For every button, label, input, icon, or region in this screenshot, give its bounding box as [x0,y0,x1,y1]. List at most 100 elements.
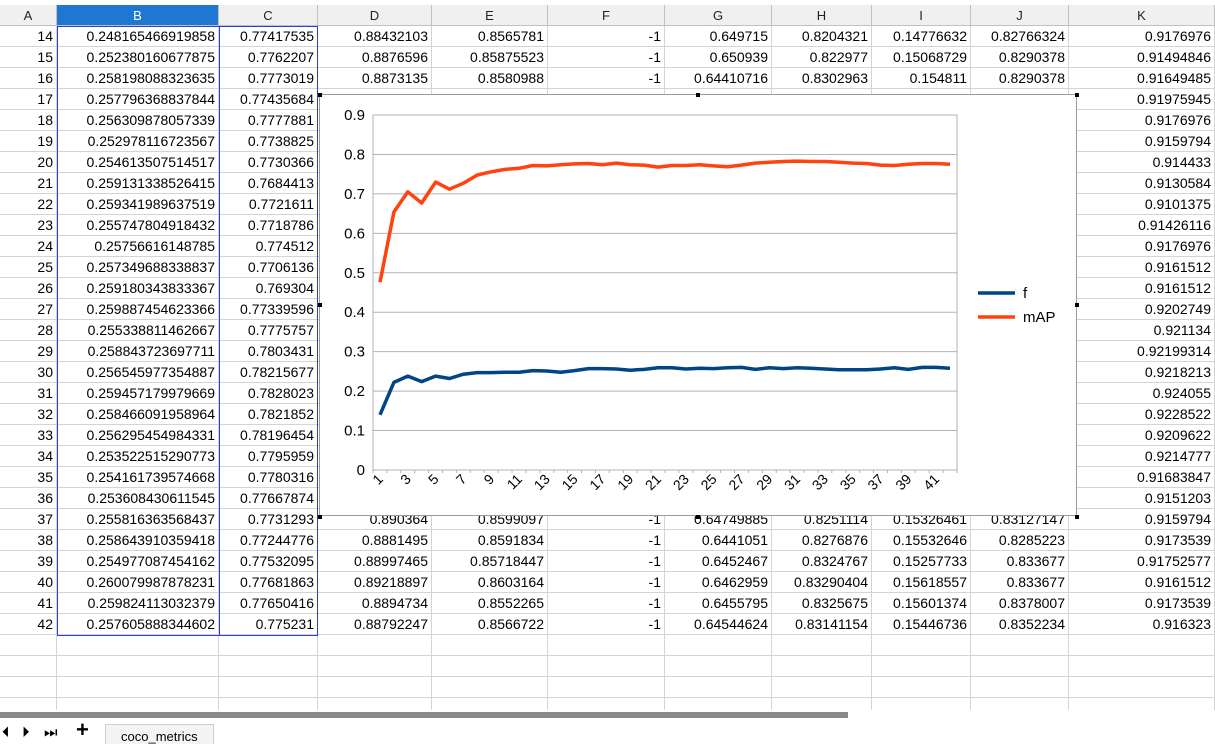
chart-resize-handle[interactable] [318,93,322,97]
cell-b24[interactable]: 0.25756616148785 [57,236,219,257]
cell-d42[interactable]: 0.88792247 [318,614,432,635]
empty-cell[interactable] [432,656,548,677]
cell-b36[interactable]: 0.253608430611545 [57,488,219,509]
cell-b27[interactable]: 0.259887454623366 [57,299,219,320]
cell-d39[interactable]: 0.88997465 [318,551,432,572]
row-number[interactable]: 41 [0,593,57,614]
row-number[interactable]: 39 [0,551,57,572]
empty-cell[interactable] [1069,698,1215,710]
cell-i16[interactable]: 0.154811 [872,68,971,89]
row-number[interactable]: 17 [0,89,57,110]
column-header-d[interactable]: D [318,5,432,26]
row-number[interactable]: 34 [0,446,57,467]
row-number[interactable]: 18 [0,110,57,131]
cell-k41[interactable]: 0.9173539 [1069,593,1215,614]
cell-b23[interactable]: 0.255747804918432 [57,215,219,236]
spreadsheet-grid[interactable]: A B C D E F G H I J K 14 0.248165466919858 0.77417535… [0,0,1215,710]
empty-cell[interactable] [772,677,872,698]
empty-cell[interactable] [971,677,1069,698]
empty-cell[interactable] [318,635,432,656]
cell-k18[interactable]: 0.9176976 [1069,110,1215,131]
cell-f42[interactable]: -1 [548,614,665,635]
cell-k23[interactable]: 0.91426116 [1069,215,1215,236]
cell-f15[interactable]: -1 [548,47,665,68]
cell-c14[interactable]: 0.77417535 [219,26,318,47]
empty-cell[interactable] [219,698,318,710]
cell-c34[interactable]: 0.7795959 [219,446,318,467]
empty-cell[interactable] [57,656,219,677]
last-sheet-icon[interactable]: ⏭ [44,724,58,741]
row-number[interactable]: 40 [0,572,57,593]
cell-d41[interactable]: 0.8894734 [318,593,432,614]
cell-k27[interactable]: 0.9202749 [1069,299,1215,320]
column-header-h[interactable]: H [772,5,872,26]
cell-k31[interactable]: 0.924055 [1069,383,1215,404]
row-number[interactable]: 24 [0,236,57,257]
cell-c15[interactable]: 0.7762207 [219,47,318,68]
cell-g16[interactable]: 0.64410716 [665,68,772,89]
cell-k26[interactable]: 0.9161512 [1069,278,1215,299]
row-number[interactable]: 15 [0,47,57,68]
cell-b39[interactable]: 0.254977087454162 [57,551,219,572]
empty-cell[interactable] [548,656,665,677]
cell-e42[interactable]: 0.8566722 [432,614,548,635]
cell-c30[interactable]: 0.78215677 [219,362,318,383]
cell-i39[interactable]: 0.15257733 [872,551,971,572]
cell-c38[interactable]: 0.77244776 [219,530,318,551]
cell-b15[interactable]: 0.252380160677875 [57,47,219,68]
cell-k22[interactable]: 0.9101375 [1069,194,1215,215]
empty-cell[interactable] [772,698,872,710]
empty-cell[interactable] [665,656,772,677]
cell-b29[interactable]: 0.258843723697711 [57,341,219,362]
cell-c40[interactable]: 0.77681863 [219,572,318,593]
cell-b31[interactable]: 0.259457179979669 [57,383,219,404]
empty-cell[interactable] [971,656,1069,677]
column-header-b[interactable]: B [57,5,219,26]
row-number[interactable]: 32 [0,404,57,425]
column-header-f[interactable]: F [548,5,665,26]
cell-j41[interactable]: 0.8378007 [971,593,1069,614]
cell-c32[interactable]: 0.7821852 [219,404,318,425]
cell-c18[interactable]: 0.7777881 [219,110,318,131]
cell-k14[interactable]: 0.9176976 [1069,26,1215,47]
add-sheet-icon[interactable]: + [76,717,89,742]
cell-b25[interactable]: 0.257349688338837 [57,257,219,278]
chart-resize-handle[interactable] [696,515,700,519]
cell-d15[interactable]: 0.8876596 [318,47,432,68]
cell-b16[interactable]: 0.258198088323635 [57,68,219,89]
cell-k21[interactable]: 0.9130584 [1069,173,1215,194]
cell-i14[interactable]: 0.14776632 [872,26,971,47]
column-header-g[interactable]: G [665,5,772,26]
empty-cell[interactable] [665,677,772,698]
cell-k35[interactable]: 0.91683847 [1069,467,1215,488]
cell-j40[interactable]: 0.833677 [971,572,1069,593]
empty-cell[interactable] [57,698,219,710]
row-number[interactable]: 27 [0,299,57,320]
column-header-k[interactable]: K [1069,5,1215,26]
cell-b33[interactable]: 0.256295454984331 [57,425,219,446]
cell-i40[interactable]: 0.15618557 [872,572,971,593]
cell-c31[interactable]: 0.7828023 [219,383,318,404]
cell-b32[interactable]: 0.258466091958964 [57,404,219,425]
horizontal-scrollbar[interactable] [0,712,848,718]
cell-b35[interactable]: 0.254161739574668 [57,467,219,488]
cell-d38[interactable]: 0.8881495 [318,530,432,551]
row-number[interactable]: 36 [0,488,57,509]
column-header-i[interactable]: I [872,5,971,26]
empty-cell[interactable] [57,635,219,656]
cell-c27[interactable]: 0.77339596 [219,299,318,320]
first-sheet-icon[interactable]: ⏴ [2,724,10,741]
cell-b19[interactable]: 0.252978116723567 [57,131,219,152]
cell-h16[interactable]: 0.8302963 [772,68,872,89]
empty-cell[interactable] [432,698,548,710]
cell-f39[interactable]: -1 [548,551,665,572]
cell-c16[interactable]: 0.7773019 [219,68,318,89]
cell-h38[interactable]: 0.8276876 [772,530,872,551]
cell-f38[interactable]: -1 [548,530,665,551]
cell-k17[interactable]: 0.91975945 [1069,89,1215,110]
cell-j42[interactable]: 0.8352234 [971,614,1069,635]
cell-b37[interactable]: 0.255816363568437 [57,509,219,530]
row-number[interactable]: 29 [0,341,57,362]
sheet-tab-coco-metrics[interactable]: coco_metrics [105,724,214,744]
cell-j38[interactable]: 0.8285223 [971,530,1069,551]
